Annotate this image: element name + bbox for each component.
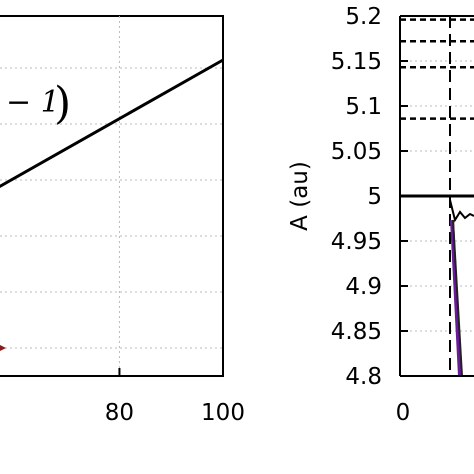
y-axis-label: A (au) (287, 161, 313, 231)
left-series-line (0, 58, 224, 189)
right-y-tick-label: 5.2 (345, 4, 382, 30)
left-x-tick-label: 80 (105, 400, 134, 426)
right-y-tick-label: 5.1 (345, 94, 382, 120)
right-y-tick-label: 5 (367, 184, 382, 210)
right-y-tick-label: 4.85 (331, 319, 382, 345)
right-y-tick-label: 4.8 (345, 364, 382, 390)
left-grid (0, 16, 223, 376)
right-x-ticks: 0 (396, 368, 411, 426)
left-x-tick-label: 100 (201, 400, 245, 426)
right-y-tick-label: 5.15 (331, 49, 382, 75)
red-marker (0, 345, 6, 351)
right-y-tick-label: 4.9 (345, 274, 382, 300)
right-dashed-levels (400, 18, 474, 120)
right-y-tick-label: 5.05 (331, 139, 382, 165)
formula-paren: ) (54, 78, 71, 129)
right-curve-purple (450, 219, 462, 377)
right-panel: A (au) 4.8 4.85 4.9 4.95 5 5.05 5.1 5.15 5.2 0 (287, 4, 474, 426)
right-x-tick-label: 0 (396, 400, 411, 426)
right-y-ticks: 4.8 4.85 4.9 4.95 5 5.05 5.1 5.15 5.2 (331, 4, 408, 390)
left-panel: − 1 ) 80 100 (0, 15, 245, 426)
formula-text: − 1 (6, 85, 60, 120)
right-y-tick-label: 4.95 (331, 229, 382, 255)
left-plot-frame (0, 15, 224, 377)
right-curve-dark (452, 219, 463, 377)
left-x-ticks: 80 100 (105, 368, 245, 426)
right-curve (449, 199, 474, 223)
